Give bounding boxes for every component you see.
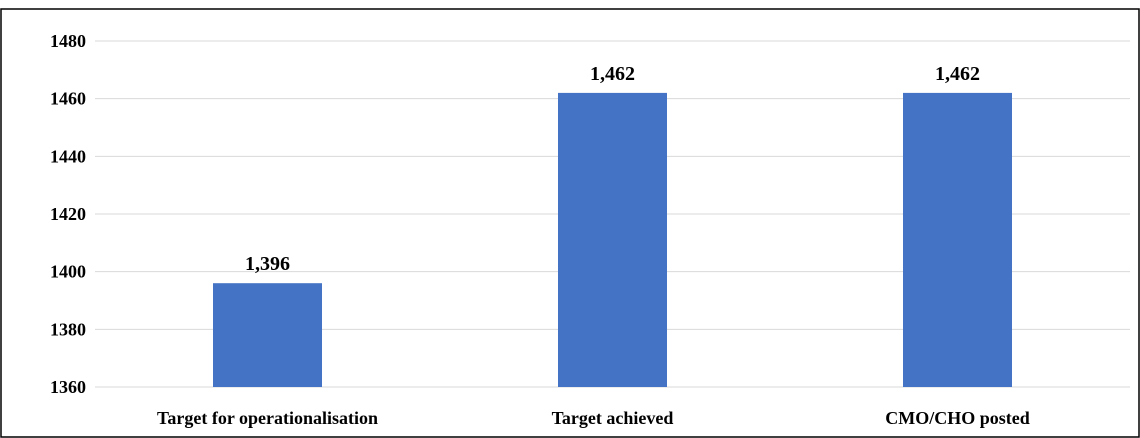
bar (903, 92, 1012, 388)
data-labels: 1,396 1,462 1,462 (245, 63, 980, 275)
bar (558, 92, 667, 388)
data-label: 1,462 (935, 63, 980, 85)
category-label: Target achieved (552, 408, 674, 428)
category-label: CMO/CHO posted (885, 408, 1030, 428)
y-tick-label: 1460 (50, 89, 86, 109)
category-label: Target for operationalisation (157, 408, 378, 428)
data-label: 1,396 (245, 253, 290, 275)
bars (213, 92, 1012, 388)
bar (213, 283, 322, 387)
y-tick-label: 1420 (50, 204, 86, 224)
y-tick-label: 1360 (50, 377, 86, 397)
y-tick-label: 1440 (50, 146, 86, 166)
y-tick-label: 1380 (50, 319, 86, 339)
y-tick-label: 1400 (50, 262, 86, 282)
y-tick-label: 1480 (50, 31, 86, 51)
y-axis-tick-labels: 1360 1380 1400 1420 1440 1460 1480 (50, 31, 86, 397)
x-axis-category-labels: Target for operationalisation Target achi… (157, 408, 1030, 428)
data-label: 1,462 (590, 63, 635, 85)
